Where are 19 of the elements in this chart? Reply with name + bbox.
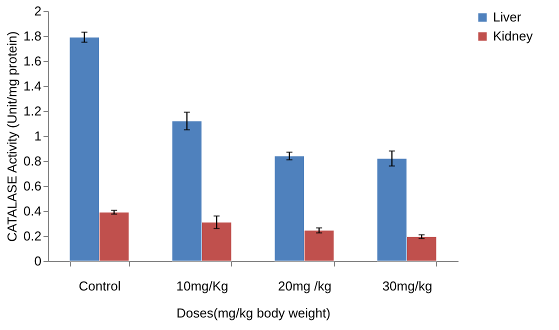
x-tick-label: Control <box>78 278 121 294</box>
y-tick-label: 1.4 <box>23 78 42 94</box>
x-tick-label: 20mg /kg <box>278 278 332 294</box>
y-tick-label: 0 <box>34 254 42 268</box>
y-tick-label: 2 <box>34 4 42 18</box>
x-tick-label: 30mg/kg <box>382 278 432 294</box>
x-axis-title: Doses(mg/kg body weight) <box>176 306 330 320</box>
y-axis-title: CATALASE Activity (Unit/mg protein) <box>4 31 20 242</box>
y-tick-label: 0.6 <box>23 178 42 194</box>
y-tick-label: 1.8 <box>23 28 42 44</box>
y-tick-label: 0.4 <box>23 204 42 218</box>
legend-label: Liver <box>493 10 522 24</box>
y-tick-label: 0.8 <box>23 154 42 168</box>
legend-label: Kidney <box>493 28 534 44</box>
y-tick-label: 0.2 <box>23 228 42 244</box>
y-tick-label: 1.6 <box>23 54 42 68</box>
x-tick-label: 10mg/Kg <box>176 278 228 294</box>
y-tick-label: 1 <box>34 128 42 144</box>
y-tick-label: 1.2 <box>23 104 42 118</box>
